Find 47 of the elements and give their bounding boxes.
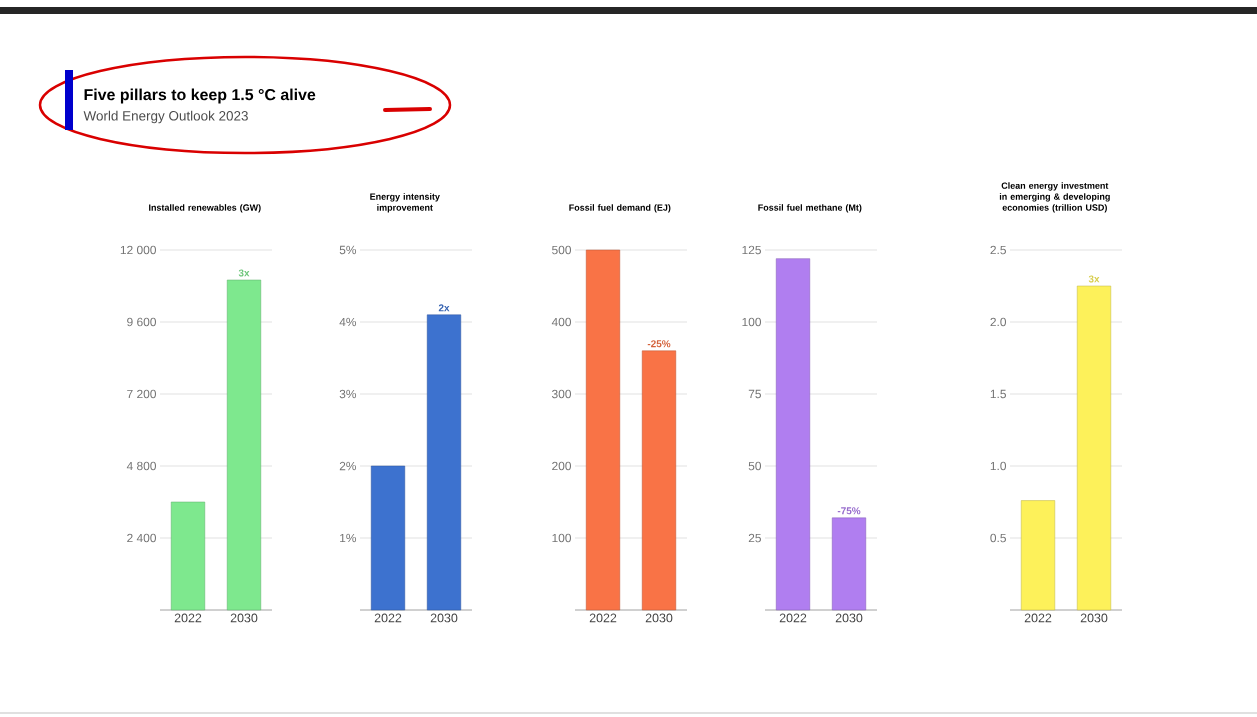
y-tick-label: 50 [748, 461, 762, 471]
y-tick-label: 2% [339, 461, 357, 471]
x-tick-label: 2022 [174, 613, 202, 623]
y-tick-label: 7 200 [127, 389, 156, 399]
x-tick-label: 2030 [230, 613, 258, 623]
y-tick-label: 25 [748, 533, 761, 543]
annotation: 2x [438, 304, 450, 312]
y-tick-label: 100 [742, 317, 762, 327]
y-tick-label: 9 600 [127, 317, 156, 327]
x-tick-label: 2030 [645, 613, 673, 623]
y-tick-label: 400 [551, 317, 572, 327]
text: Five pillars to keep 1.5 °C alive [84, 88, 316, 104]
y-tick-label: 4% [339, 317, 357, 327]
x-tick-label: 2022 [1024, 613, 1052, 623]
x-tick-label: 2030 [835, 613, 863, 623]
y-tick-label: 500 [552, 245, 572, 255]
chart-title: Installed renewables (GW) [149, 204, 261, 213]
annotation: -25% [647, 340, 671, 348]
y-tick-label: 200 [552, 461, 572, 471]
y-tick-label: 2 400 [127, 533, 156, 543]
y-tick-label: 5% [339, 245, 357, 255]
x-tick-label: 2030 [1080, 613, 1108, 623]
x-tick-label: 2022 [589, 613, 617, 623]
x-tick-label: 2022 [779, 613, 807, 623]
y-tick-label: 300 [551, 389, 572, 399]
y-tick-label: 75 [748, 389, 761, 399]
y-tick-label: 4 800 [126, 461, 156, 471]
x-tick-label: 2022 [374, 613, 402, 623]
x-tick-label: 2030 [430, 613, 458, 623]
annotation: 3x [238, 269, 250, 277]
y-tick-label: 2.0 [990, 317, 1007, 327]
y-tick-label: 1.0 [990, 461, 1007, 471]
chart-title: Clean energy investment in emerging & developing economies (trillion USD) [999, 182, 1110, 213]
y-tick-label: 100 [552, 533, 572, 543]
chart-title: Fossil fuel demand (EJ) [569, 204, 671, 213]
y-tick-label: 12 000 [120, 245, 156, 255]
annotation: -75% [837, 507, 861, 515]
chart-title: Energy intensity improvement [370, 193, 440, 213]
y-tick-label: 1.5 [990, 389, 1006, 399]
annotation: 3x [1088, 275, 1100, 283]
y-tick-label: 1% [340, 533, 357, 543]
y-tick-label: 2.5 [990, 245, 1006, 255]
y-tick-label: 125 [742, 245, 761, 255]
y-tick-label: 3% [339, 389, 357, 399]
chart-title: Fossil fuel methane (Mt) [758, 204, 862, 213]
text: World Energy Outlook 2023 [83, 110, 248, 124]
y-tick-label: 0.5 [990, 533, 1006, 543]
